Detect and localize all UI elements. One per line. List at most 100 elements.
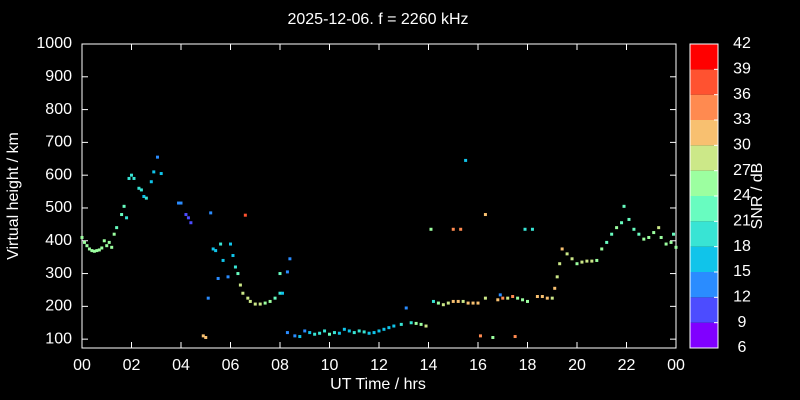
colorbar-tick-label: 21	[733, 213, 751, 230]
data-point	[483, 213, 487, 217]
data-point	[248, 299, 252, 303]
colorbar-label: SNR / dB	[749, 163, 766, 230]
data-point	[580, 260, 584, 264]
colorbar-band	[690, 246, 718, 272]
data-point	[399, 322, 403, 326]
data-point	[214, 249, 218, 253]
colorbar-tick-label: 12	[733, 289, 751, 306]
data-point	[451, 299, 455, 303]
data-point	[595, 258, 599, 262]
data-point	[186, 216, 190, 220]
data-point	[627, 217, 631, 221]
colorbar-tick-label: 42	[733, 35, 751, 52]
x-tick-label: 22	[618, 357, 636, 374]
x-tick-label: 14	[420, 357, 438, 374]
colorbar-band	[690, 120, 718, 146]
y-tick-label: 600	[45, 166, 72, 183]
data-point	[558, 262, 562, 266]
data-point	[392, 324, 396, 328]
data-point	[478, 334, 482, 338]
data-point	[615, 226, 619, 230]
x-tick-label: 06	[222, 357, 240, 374]
data-point	[530, 227, 534, 231]
data-point	[102, 239, 106, 243]
data-point	[545, 296, 549, 300]
data-point	[419, 322, 423, 326]
data-point	[575, 262, 579, 266]
data-point	[632, 227, 636, 231]
data-point	[226, 275, 230, 279]
data-point	[80, 235, 84, 239]
x-tick-label: 00	[73, 357, 91, 374]
data-point	[127, 176, 131, 180]
data-point	[513, 335, 517, 339]
data-point	[85, 244, 89, 248]
data-point	[231, 254, 235, 258]
data-point	[647, 235, 651, 239]
data-point	[496, 298, 500, 302]
data-point	[323, 329, 327, 333]
colorbar-tick-label: 36	[733, 86, 751, 103]
data-point	[209, 211, 213, 215]
data-point	[657, 226, 661, 230]
data-point	[332, 331, 336, 335]
colorbar-band	[690, 170, 718, 196]
data-point	[620, 221, 624, 225]
data-point	[674, 245, 678, 249]
colorbar-band	[690, 94, 718, 120]
data-point	[672, 232, 676, 236]
data-point	[243, 213, 247, 217]
data-point	[95, 249, 99, 253]
data-point	[238, 283, 242, 287]
y-axis-label: Virtual height / km	[5, 132, 22, 260]
data-point	[318, 331, 322, 335]
data-point	[622, 204, 626, 208]
data-point	[233, 265, 237, 269]
data-point	[342, 327, 346, 331]
colorbar-tick-label: 24	[733, 187, 751, 204]
data-point	[100, 246, 104, 250]
data-point	[204, 336, 208, 340]
colorbar-band	[690, 196, 718, 222]
x-tick-label: 02	[123, 357, 141, 374]
colorbar-band	[690, 272, 718, 298]
data-point	[219, 242, 223, 246]
x-tick-label: 10	[321, 357, 339, 374]
data-point	[387, 326, 391, 330]
data-point	[206, 296, 210, 300]
data-point	[637, 232, 641, 236]
data-point	[471, 301, 475, 305]
x-tick-label: 04	[172, 357, 190, 374]
data-point	[280, 291, 284, 295]
data-point	[451, 227, 455, 231]
data-point	[90, 249, 94, 253]
data-point	[436, 301, 440, 305]
y-tick-label: 1000	[36, 35, 72, 52]
data-point	[278, 272, 282, 276]
data-point	[362, 330, 366, 334]
x-tick-label: 16	[469, 357, 487, 374]
data-point	[357, 329, 361, 333]
data-point	[555, 275, 559, 279]
data-point	[352, 331, 356, 335]
data-point	[236, 272, 240, 276]
x-tick-label: 20	[568, 357, 586, 374]
data-point	[229, 242, 232, 246]
chart-title: 2025-12-06. f = 2260 kHz	[287, 11, 468, 28]
data-point	[142, 194, 146, 198]
colorbar-tick-label: 30	[733, 137, 751, 154]
data-point	[553, 286, 557, 290]
data-point	[112, 232, 116, 236]
data-point	[184, 213, 188, 217]
data-point	[92, 249, 96, 253]
data-point	[424, 324, 428, 328]
y-tick-label: 200	[45, 298, 72, 315]
data-point	[285, 270, 289, 274]
colorbar-tick-label: 18	[733, 238, 751, 255]
data-point	[516, 296, 520, 300]
data-point	[526, 299, 529, 303]
data-point	[288, 257, 292, 261]
data-point	[610, 232, 614, 236]
